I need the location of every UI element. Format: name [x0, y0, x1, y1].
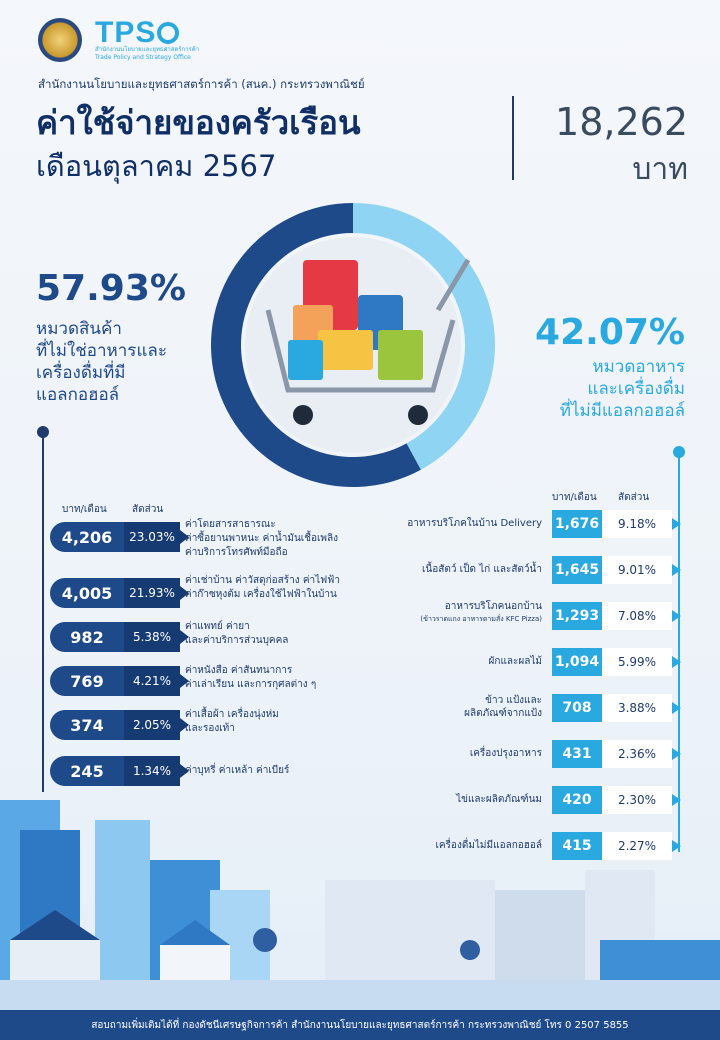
ministry-seal-icon — [38, 18, 82, 62]
right-row: 1,094 5.99% — [552, 648, 681, 676]
left-row-value: 982 — [50, 622, 124, 652]
right-row-value: 1,094 — [552, 648, 602, 676]
right-row: 420 2.30% — [552, 786, 681, 814]
right-row-pct: 2.27% — [602, 832, 681, 860]
page-subtitle: เดือนตุลาคม 2567 — [36, 149, 277, 183]
right-row-desc: ผักและผลไม้ — [488, 656, 542, 667]
right-row-pct: 5.99% — [602, 648, 681, 676]
left-row-value: 374 — [50, 710, 124, 740]
left-col-value-header: บาท/เดือน — [62, 504, 107, 515]
food-label: หมวดอาหาร และเครื่องดื่ม ที่ไม่มีแอลกอฮอ… — [559, 357, 685, 421]
left-row-desc: ค่าบุหรี่ ค่าเหล้า ค่าเบียร์ — [185, 765, 290, 776]
left-row-desc: ค่าเช่าบ้าน ค่าวัสดุก่อสร้าง ค่าไฟฟ้า ค่า… — [185, 575, 340, 600]
donut-slice-0 — [211, 203, 421, 487]
non-food-percent: 57.93% — [36, 268, 186, 309]
right-row-value: 708 — [552, 694, 602, 722]
total-unit: บาท — [632, 152, 688, 187]
footer-contact: สอบถามเพิ่มเติมได้ที่ กองดัชนีเศรษฐกิจกา… — [0, 1010, 720, 1040]
left-row-pct: 5.38% — [124, 622, 189, 652]
left-row: 374 2.05% — [50, 710, 189, 740]
right-col-pct-header: สัดส่วน — [618, 492, 650, 503]
right-row-desc: เครื่องปรุงอาหาร — [469, 748, 542, 759]
right-row-value: 415 — [552, 832, 602, 860]
tpso-logo-subtitle: สำนักงานนโยบายและยุทธศาสตร์การค้า Trade … — [95, 46, 200, 61]
right-row-desc: อาหารบริโภคในบ้าน Delivery — [407, 518, 542, 529]
organization-line: สำนักงานนโยบายและยุทธศาสตร์การค้า (สนค.)… — [38, 77, 365, 91]
city-skyline-illustration — [0, 800, 720, 1010]
left-row: 769 4.21% — [50, 666, 189, 696]
left-row-value: 769 — [50, 666, 124, 696]
left-row-pct: 23.03% — [124, 522, 189, 552]
left-row-pct: 2.05% — [124, 710, 189, 740]
shopping-cart-icon — [265, 258, 471, 425]
right-row: 1,293 7.08% — [552, 602, 681, 630]
left-row-value: 245 — [50, 756, 124, 786]
timeline-line-left — [42, 432, 44, 792]
left-col-pct-header: สัดส่วน — [132, 504, 164, 515]
page-title: ค่าใช้จ่ายของครัวเรือน — [36, 103, 361, 142]
left-row-pct: 1.34% — [124, 756, 189, 786]
right-row-pct: 3.88% — [602, 694, 681, 722]
right-row-desc: เนื้อสัตว์ เป็ด ไก่ และสัตว์น้ำ — [422, 564, 542, 575]
tpso-logo: TPS — [95, 16, 180, 50]
left-row-desc: ค่าแพทย์ ค่ายา และค่าบริการส่วนบุคคล — [185, 621, 289, 646]
timeline-line-right — [678, 452, 680, 852]
expense-donut-chart — [211, 203, 496, 487]
left-row: 4,206 23.03% — [50, 522, 189, 552]
right-row: 431 2.36% — [552, 740, 681, 768]
right-row-value: 431 — [552, 740, 602, 768]
header-divider — [512, 96, 514, 180]
left-row-pct: 21.93% — [124, 578, 189, 608]
right-row-value: 420 — [552, 786, 602, 814]
right-row: 1,645 9.01% — [552, 556, 681, 584]
total-expense: 18,262 — [555, 100, 688, 144]
left-row: 4,005 21.93% — [50, 578, 189, 608]
right-row-value: 1,293 — [552, 602, 602, 630]
right-row-desc: อาหารบริโภคนอกบ้าน (ข้าวราดแกง อาหารตามส… — [420, 601, 542, 623]
left-row-value: 4,206 — [50, 522, 124, 552]
right-row-pct: 9.01% — [602, 556, 681, 584]
right-row: 708 3.88% — [552, 694, 681, 722]
left-row-desc: ค่าหนังสือ ค่าสันทนาการ ค่าเล่าเรียน และก… — [185, 665, 317, 690]
right-row: 415 2.27% — [552, 832, 681, 860]
right-row-value: 1,645 — [552, 556, 602, 584]
right-row-desc: ไข่และผลิตภัณฑ์นม — [456, 794, 542, 805]
right-row-pct: 7.08% — [602, 602, 681, 630]
left-row: 982 5.38% — [50, 622, 189, 652]
left-row-pct: 4.21% — [124, 666, 189, 696]
right-row-pct: 2.30% — [602, 786, 681, 814]
right-row-pct: 2.36% — [602, 740, 681, 768]
non-food-label: หมวดสินค้า ที่ไม่ใช่อาหารและ เครื่องดื่ม… — [36, 319, 167, 405]
left-row: 245 1.34% — [50, 756, 189, 786]
left-row-value: 4,005 — [50, 578, 124, 608]
right-row: 1,676 9.18% — [552, 510, 681, 538]
right-row-desc: เครื่องดื่มไม่มีแอลกอฮอล์ — [435, 840, 542, 851]
right-col-value-header: บาท/เดือน — [552, 492, 597, 503]
food-percent: 42.07% — [535, 312, 685, 353]
right-row-value: 1,676 — [552, 510, 602, 538]
left-row-desc: ค่าเสื้อผ้า เครื่องนุ่งห่ม และรองเท้า — [185, 709, 279, 734]
left-row-desc: ค่าโดยสารสาธารณะ ค่าซื้อยานพาหนะ ค่าน้ำมั… — [185, 519, 339, 558]
right-row-desc: ข้าว แป้งและ ผลิตภัณฑ์จากแป้ง — [464, 695, 542, 719]
right-row-pct: 9.18% — [602, 510, 681, 538]
